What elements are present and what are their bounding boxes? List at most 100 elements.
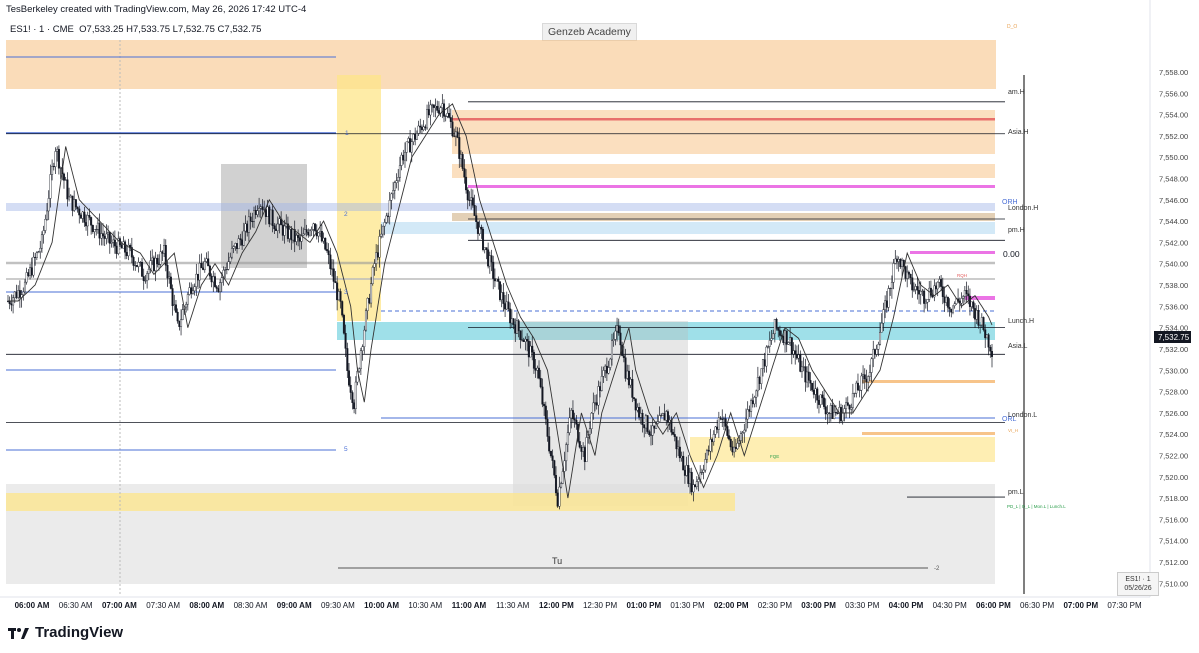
candle-body: [93, 229, 96, 232]
candle-body: [368, 298, 371, 304]
candle-body: [78, 208, 81, 216]
candle-body: [756, 377, 759, 392]
candle-body: [524, 339, 527, 342]
candle-body: [385, 215, 388, 223]
candle-body: [879, 332, 882, 345]
candle-body: [935, 285, 938, 290]
candle-body: [27, 272, 30, 276]
candle-body: [707, 450, 710, 452]
candle-body: [829, 405, 832, 414]
price-tick: 7,542.00: [1159, 238, 1188, 247]
candle-body: [921, 290, 924, 292]
candle-body: [64, 179, 67, 181]
time-tick: 01:00 PM: [626, 601, 661, 610]
candle-body: [264, 209, 267, 217]
time-axis[interactable]: 06:00 AM 06:30 AM 07:00 AM 07:30 AM 08:00 AM…: [15, 601, 1142, 610]
candle-body: [437, 110, 440, 114]
candle-body: [307, 232, 310, 236]
candle-body: [505, 301, 508, 310]
candle-body: [146, 273, 149, 281]
candle-body: [904, 266, 907, 279]
candle-body: [407, 138, 410, 143]
price-tick: 7,528.00: [1159, 388, 1188, 397]
candle-body: [929, 287, 932, 296]
candle-body: [862, 374, 865, 377]
candle-body: [566, 432, 569, 445]
candle-body: [102, 233, 105, 237]
candle-body: [529, 345, 532, 358]
time-tick: 12:00 PM: [539, 601, 574, 610]
candle-body: [534, 368, 537, 371]
candle-body: [578, 441, 581, 448]
candle-body: [397, 177, 400, 181]
candle-body: [485, 247, 488, 250]
symbol-label: ES1! · 1 · CME: [10, 24, 74, 35]
label-fib-1: 1: [345, 130, 349, 137]
label-rqh: RQH: [957, 273, 967, 278]
candle-body: [103, 235, 106, 239]
candle-body: [388, 200, 391, 217]
candle-body: [636, 407, 639, 411]
candle-body: [242, 230, 245, 246]
candle-body: [398, 165, 401, 178]
candle-body: [760, 368, 763, 384]
zones-layer: [6, 40, 1025, 594]
candle-body: [777, 328, 780, 331]
price-axis[interactable]: 7,558.00 7,556.00 7,554.00 7,552.00 7,550.00…: [1159, 68, 1188, 588]
candle-body: [390, 193, 393, 201]
price-tick: 7,556.00: [1159, 89, 1188, 98]
candle-body: [375, 252, 378, 264]
candle-body: [743, 429, 746, 433]
candle-body: [543, 404, 546, 407]
candle-body: [946, 296, 949, 308]
label-pd-l: PD_L | O_L | Mon.L | Lunch.L: [1007, 504, 1066, 509]
candle-body: [159, 251, 162, 265]
candle-body: [427, 109, 430, 116]
candle-body: [812, 389, 815, 395]
candle-body: [901, 260, 904, 268]
candle-body: [163, 245, 166, 254]
candle-body: [466, 189, 469, 201]
candle-body: [728, 435, 731, 440]
candle-body: [919, 290, 922, 295]
candle-body: [302, 233, 305, 236]
candle-body: [561, 471, 564, 484]
candle-body: [405, 141, 408, 153]
candle-body: [334, 281, 337, 284]
candle-body: [767, 346, 770, 348]
candle-body: [493, 278, 496, 282]
candle-body: [746, 409, 749, 420]
label-london-h: London.H: [1008, 205, 1038, 212]
candle-body: [319, 231, 322, 234]
candle-body: [519, 330, 522, 340]
level-labels: am.H Asia.H ORH London.H pm.H 0.00 Lunch…: [344, 24, 1066, 572]
candle-body: [834, 412, 837, 414]
candle-body: [336, 282, 339, 301]
candle-body: [965, 290, 968, 295]
candle-body: [651, 425, 654, 436]
orange-line-right: [862, 380, 995, 383]
candle-body: [733, 446, 736, 453]
candle-body: [972, 301, 975, 309]
candle-body: [646, 415, 649, 432]
label-fib-5: 5: [344, 446, 348, 453]
magenta-line-3: [965, 296, 995, 300]
tradingview-brand[interactable]: TradingView: [8, 624, 123, 641]
candle-body: [928, 287, 931, 300]
time-tick: 06:00 PM: [976, 601, 1011, 610]
label-fib-neg2: -2: [934, 566, 940, 572]
candle-body: [420, 126, 423, 130]
time-tick: 12:30 PM: [583, 601, 618, 610]
candle-body: [482, 228, 485, 250]
price-tick: 7,550.00: [1159, 153, 1188, 162]
candle-body: [563, 460, 566, 472]
candle-body: [792, 350, 795, 355]
time-tick: 11:30 AM: [496, 601, 530, 610]
candle-body: [120, 244, 123, 249]
price-tick: 7,538.00: [1159, 281, 1188, 290]
candle-body: [410, 141, 413, 153]
candle-body: [568, 417, 571, 433]
candle-body: [351, 392, 354, 403]
candle-body: [69, 195, 72, 198]
